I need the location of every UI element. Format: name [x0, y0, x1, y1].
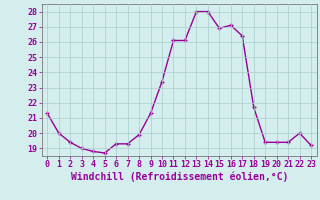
X-axis label: Windchill (Refroidissement éolien,°C): Windchill (Refroidissement éolien,°C) — [70, 172, 288, 182]
